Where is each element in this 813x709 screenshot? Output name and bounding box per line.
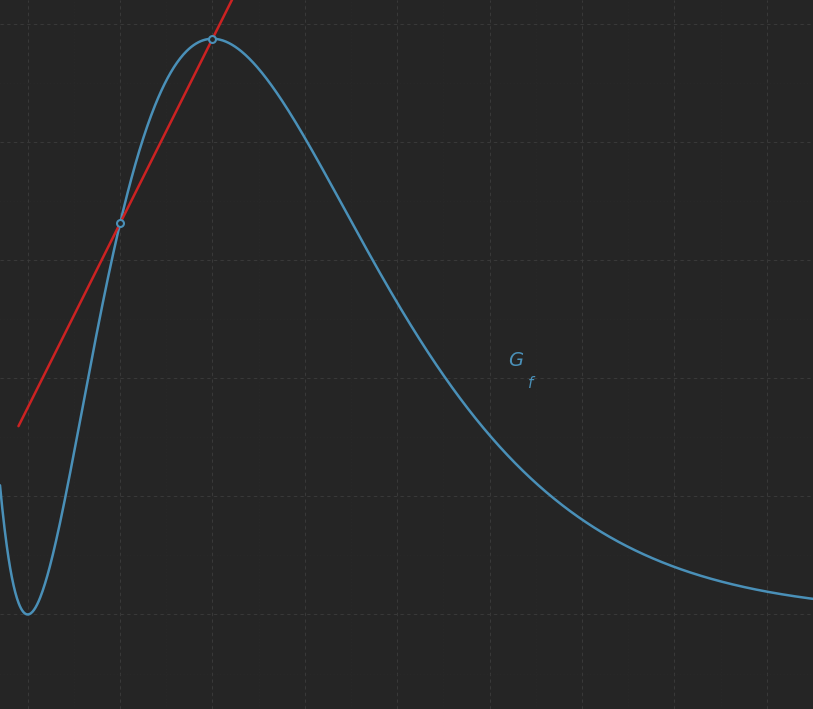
Text: f: f [528, 376, 534, 391]
Text: G: G [508, 352, 524, 370]
